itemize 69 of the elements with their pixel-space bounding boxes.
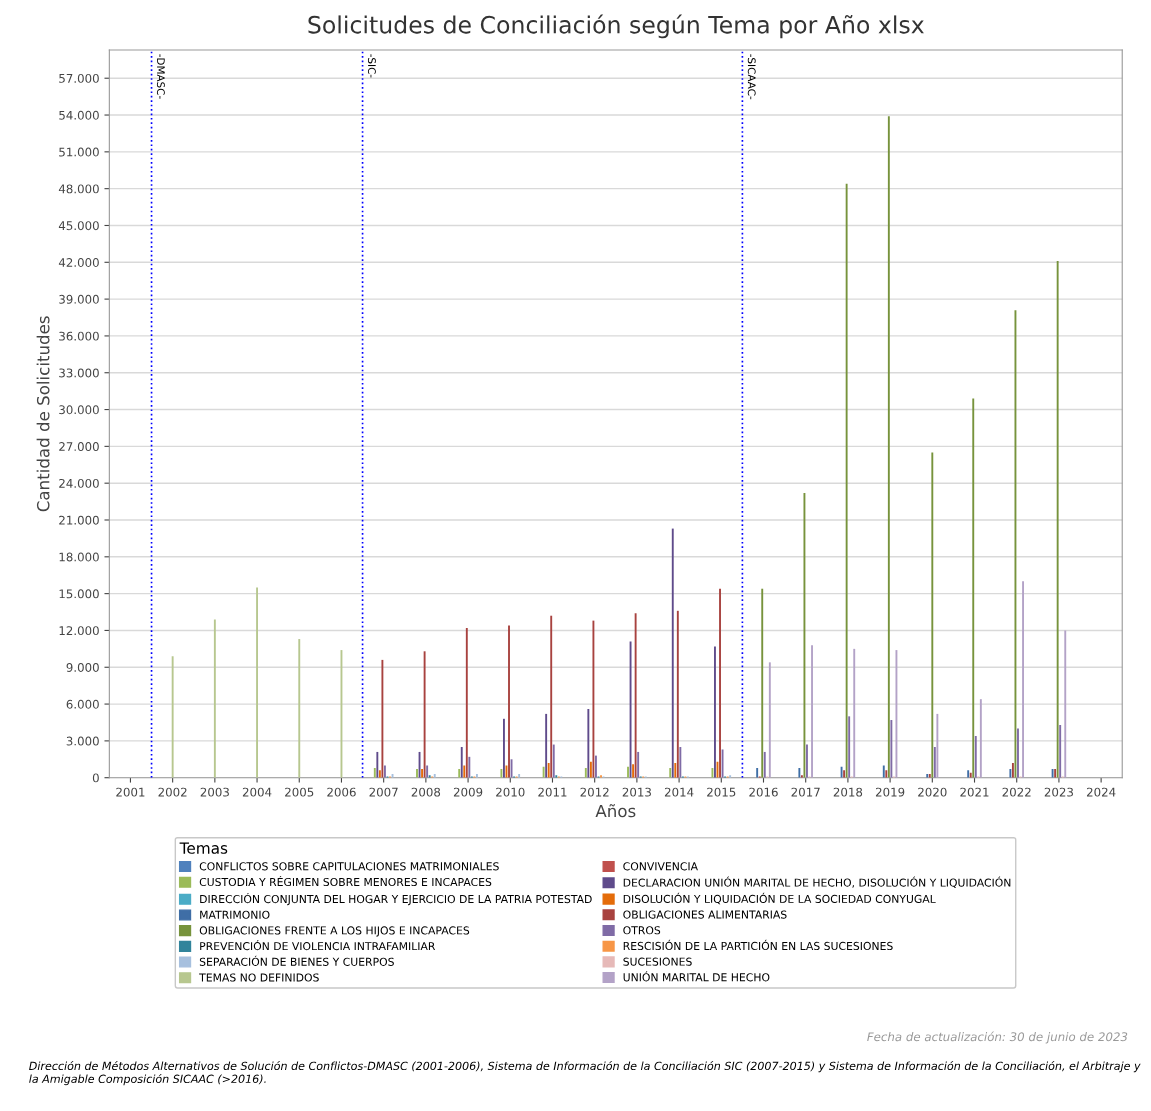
y-tick-label: 9.000 [66, 662, 99, 672]
legend-label: DISOLUCIÓN Y LIQUIDACIÓN DE LA SOCIEDAD CONYUGAL [623, 892, 936, 905]
y-tick-label: 51.000 [59, 147, 99, 157]
x-tick-label: 2021 [960, 787, 989, 797]
text: Fecha de actualización: 30 de junio de 2023 [867, 1031, 1128, 1044]
y-tick-label: 54.000 [59, 110, 99, 120]
legend-label: DECLARACION UNIÓN MARITAL DE HECHO, DISOLUCIÓN Y LIQUIDACIÓN [623, 876, 1011, 888]
x-tick-label: 2024 [1086, 787, 1116, 797]
x-tick-label: 2005 [285, 787, 314, 797]
x-tick-label: 2009 [453, 787, 483, 797]
x-tick-label: 2016 [749, 787, 778, 797]
y-tick-label: 33.000 [59, 368, 99, 378]
legend-label: UNIÓN MARITAL DE HECHO [623, 971, 770, 982]
ref-line-label: -SIC- [367, 54, 376, 78]
legend-label: OBLIGACIONES FRENTE A LOS HIJOS E INCAPACES [199, 926, 470, 937]
legend-label: CUSTODIA Y RÉGIMEN SOBRE MENORES E INCAPACES [199, 875, 492, 887]
x-tick-label: 2006 [327, 787, 356, 797]
x-tick-label: 2008 [411, 787, 441, 797]
x-tick-label: 2020 [918, 787, 947, 797]
legend-label: DIRECCIÓN CONJUNTA DEL HOGAR Y EJERCICIO DE LA PATRIA POTESTAD [200, 892, 592, 906]
y-tick-label: 39.000 [59, 294, 99, 304]
y-tick-label: 12.000 [59, 626, 99, 636]
x-tick-label: 2019 [875, 787, 905, 797]
x-tick-label: 2004 [242, 787, 272, 797]
ref-line-label: -SICAAC- [747, 54, 756, 100]
y-tick-label: 45.000 [58, 221, 99, 231]
ref-line-label: -DMASC- [156, 54, 165, 99]
legend-label: SEPARACIÓN DE BIENES Y CUERPOS [199, 955, 394, 966]
x-tick-label: 2017 [791, 787, 820, 797]
y-tick-label: 27.000 [59, 442, 99, 452]
y-tick-label: 21.000 [59, 515, 99, 525]
x-tick-label: 2011 [538, 787, 567, 797]
y-tick-label: 48.000 [58, 184, 99, 194]
y-axis-title: Cantidad de Solicitudes [36, 316, 50, 512]
y-tick-label: 24.000 [59, 478, 99, 488]
y-tick-label: 15.000 [59, 589, 99, 599]
y-tick-label: 6.000 [66, 699, 99, 709]
legend-label: MATRIMONIO [200, 910, 270, 919]
x-tick-label: 2022 [1002, 787, 1031, 797]
x-tick-label: 2002 [158, 787, 187, 797]
x-tick-label: 2003 [200, 787, 229, 797]
x-tick-label: 2012 [580, 787, 609, 797]
x-tick-label: 2013 [622, 787, 651, 797]
x-tick-label: 2023 [1044, 787, 1073, 797]
chart-title: Solicitudes de Conciliación según Tema por Año xlsx [308, 14, 924, 39]
x-tick-label: 2015 [707, 787, 736, 797]
y-tick-label: 3.000 [66, 736, 99, 746]
y-tick-label: 0 [92, 773, 99, 783]
x-tick-label: 2014 [664, 787, 694, 797]
legend-label: OBLIGACIONES ALIMENTARIAS [623, 910, 787, 919]
x-tick-label: 2018 [833, 787, 863, 797]
legend-label: RESCISIÓN DE LA PARTICIÓN EN LAS SUCESIONES [623, 939, 893, 951]
x-tick-label: 2007 [369, 787, 398, 797]
y-tick-label: 30.000 [59, 405, 99, 415]
legend-title: Temas [179, 842, 228, 854]
legend-label: CONVIVENCIA [623, 862, 698, 871]
legend-label: PREVENCIÓN DE VIOLENCIA INTRAFAMILIAR [200, 940, 436, 951]
legend-label: CONFLICTOS SOBRE CAPITULACIONES MATRIMONIALES [199, 862, 499, 871]
text: Dirección de Métodos Alternativos de Solución de Conflictos-DMASC (2001-2006), Sistema de Información de la Conciliación SIC (2007-2015) y Sistema de Información de la Conciliación, el Arbitraje y la Amigable Composición SICAAC (>2016). [29, 1061, 1141, 1086]
y-tick-label: 42.000 [58, 258, 99, 267]
y-tick-label: 18.000 [59, 552, 99, 562]
x-axis-title: Años [595, 804, 636, 818]
x-tick-label: 2010 [496, 787, 525, 797]
y-tick-label: 36.000 [59, 331, 99, 341]
legend-label: TEMAS NO DEFINIDOS [199, 973, 319, 982]
legend-label: OTROS [623, 926, 661, 935]
y-tick-label: 57.000 [59, 73, 99, 83]
x-tick-label: 2001 [116, 787, 145, 797]
legend-label: SUCESIONES [623, 957, 692, 966]
